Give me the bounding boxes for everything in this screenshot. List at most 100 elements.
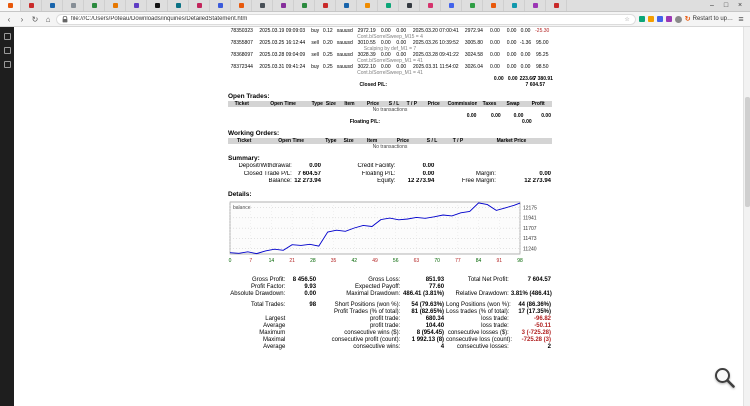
stat-label: Short Positions (won %): (317, 302, 401, 309)
browser-tab[interactable] (546, 0, 567, 11)
tab-favicon-icon (50, 3, 55, 8)
trade-cell: xauusd (334, 64, 355, 70)
summary-value: 0.00 (396, 171, 435, 179)
stat-label (445, 284, 510, 291)
trade-cell: 2025.03.26 10:39:52 (409, 40, 462, 46)
browser-tab[interactable] (189, 0, 210, 11)
sidebar-history-icon[interactable] (4, 47, 11, 54)
forward-button[interactable]: › (17, 12, 27, 27)
summary-row: Closed Trade P/L:7 604.57Floating P/L:0.… (228, 171, 552, 179)
home-button[interactable]: ⌂ (43, 12, 53, 27)
browser-tab[interactable] (0, 0, 21, 11)
browser-tab[interactable] (315, 0, 336, 11)
summary-label: Free Margin: (435, 178, 497, 186)
stat-value: 54 (79.63%) (401, 302, 445, 309)
tab-favicon-icon (512, 3, 517, 8)
tab-favicon-icon (470, 3, 475, 8)
back-button[interactable]: ‹ (4, 12, 14, 27)
maximize-button[interactable]: □ (719, 0, 733, 12)
svg-text:49: 49 (372, 258, 378, 264)
browser-tab[interactable] (336, 0, 357, 11)
summary-row: Deposit/Withdrawal:0.00Credit Facility:0… (228, 163, 552, 171)
stat-label: consecutive losses ($): (445, 330, 510, 337)
tab-favicon-icon (260, 3, 265, 8)
stat-label: Expected Payoff: (317, 284, 401, 291)
browser-tab[interactable] (147, 0, 168, 11)
svg-text:11941: 11941 (523, 215, 537, 221)
zoom-magnifier-button[interactable] (712, 365, 738, 396)
column-header: Type (311, 101, 324, 107)
scrollbar-thumb[interactable] (745, 97, 750, 207)
balance-chart-svg: 1124011473117071194112175071421283542495… (228, 200, 550, 268)
url-text: file:///C:/Users/Poteau/Downloads/inquir… (71, 16, 621, 22)
extension-icon[interactable] (639, 16, 645, 22)
statistics-table: Gross Profit:8 456.50Gross Loss:851.93To… (228, 277, 552, 351)
browser-tab[interactable] (105, 0, 126, 11)
browser-tab[interactable] (441, 0, 462, 11)
browser-tab[interactable] (378, 0, 399, 11)
stat-value: 98 (286, 302, 317, 309)
summary-label: Credit Facility: (322, 163, 397, 171)
browser-tab[interactable] (462, 0, 483, 11)
report-page: 783503232025.03.19 09:09:03buy0.12xauusd… (14, 27, 750, 406)
stat-label: profit trade: (317, 316, 401, 323)
stat-label: Maximal Drawdown: (317, 291, 401, 298)
closed-transactions-table: 783503232025.03.19 09:09:03buy0.12xauusd… (228, 28, 552, 88)
stat-label: Average (228, 344, 286, 351)
page-scrollbar[interactable] (743, 27, 750, 406)
browser-tab[interactable] (42, 0, 63, 11)
tabs-container (0, 0, 702, 11)
summary-value: 0.00 (396, 163, 435, 171)
sidebar-panel-icon[interactable] (4, 33, 11, 40)
browser-tab[interactable] (210, 0, 231, 11)
address-bar[interactable]: file:///C:/Users/Poteau/Downloads/inquir… (56, 14, 636, 25)
trade-cell: 2972.94 (463, 28, 486, 34)
minimize-button[interactable]: – (705, 0, 719, 12)
browser-tab[interactable] (483, 0, 504, 11)
summary-value: 12 273.94 (497, 178, 552, 186)
tab-favicon-icon (554, 3, 559, 8)
stat-row: Gross Profit:8 456.50Gross Loss:851.93To… (228, 277, 552, 284)
extension-icon[interactable] (666, 16, 672, 22)
browser-tab[interactable] (168, 0, 189, 11)
tab-favicon-icon (344, 3, 349, 8)
summary-value: 0.00 (293, 163, 322, 171)
svg-text:0: 0 (229, 258, 232, 264)
reload-button[interactable]: ↻ (30, 12, 40, 27)
browser-tab[interactable] (294, 0, 315, 11)
sidebar-bookmarks-icon[interactable] (4, 61, 11, 68)
bookmark-star-icon[interactable]: ☆ (624, 16, 629, 23)
stat-label: loss trade: (445, 323, 510, 330)
browser-tab[interactable] (126, 0, 147, 11)
svg-text:42: 42 (352, 258, 358, 264)
browser-tab[interactable] (525, 0, 546, 11)
browser-tab[interactable] (63, 0, 84, 11)
close-button[interactable]: × (733, 0, 747, 12)
menu-button[interactable]: ≡ (736, 12, 746, 27)
browser-tab[interactable] (252, 0, 273, 11)
profile-avatar[interactable] (675, 16, 682, 23)
browser-tab[interactable] (357, 0, 378, 11)
tab-favicon-icon (239, 3, 244, 8)
stat-row: Absolute Drawdown:0.00Maximal Drawdown:4… (228, 291, 552, 298)
tab-strip: – □ × (0, 0, 750, 12)
tab-favicon-icon (92, 3, 97, 8)
stat-value: 104.40 (401, 323, 445, 330)
browser-tab[interactable] (84, 0, 105, 11)
stat-value: 2 (510, 344, 552, 351)
svg-text:98: 98 (517, 258, 523, 264)
browser-tab[interactable] (399, 0, 420, 11)
browser-tab[interactable] (231, 0, 252, 11)
svg-text:11707: 11707 (523, 225, 537, 231)
open-trades-title: Open Trades: (228, 93, 552, 100)
extension-icon[interactable] (648, 16, 654, 22)
stat-label: Maximal (228, 337, 286, 344)
restart-button[interactable]: ↻ Restart to up… (685, 15, 733, 23)
browser-tab[interactable] (504, 0, 525, 11)
browser-tab[interactable] (21, 0, 42, 11)
column-header: Size (324, 101, 339, 107)
browser-tab[interactable] (420, 0, 441, 11)
browser-tab[interactable] (273, 0, 294, 11)
extension-icon[interactable] (657, 16, 663, 22)
stat-value: 1 992.13 (8) (401, 337, 445, 344)
